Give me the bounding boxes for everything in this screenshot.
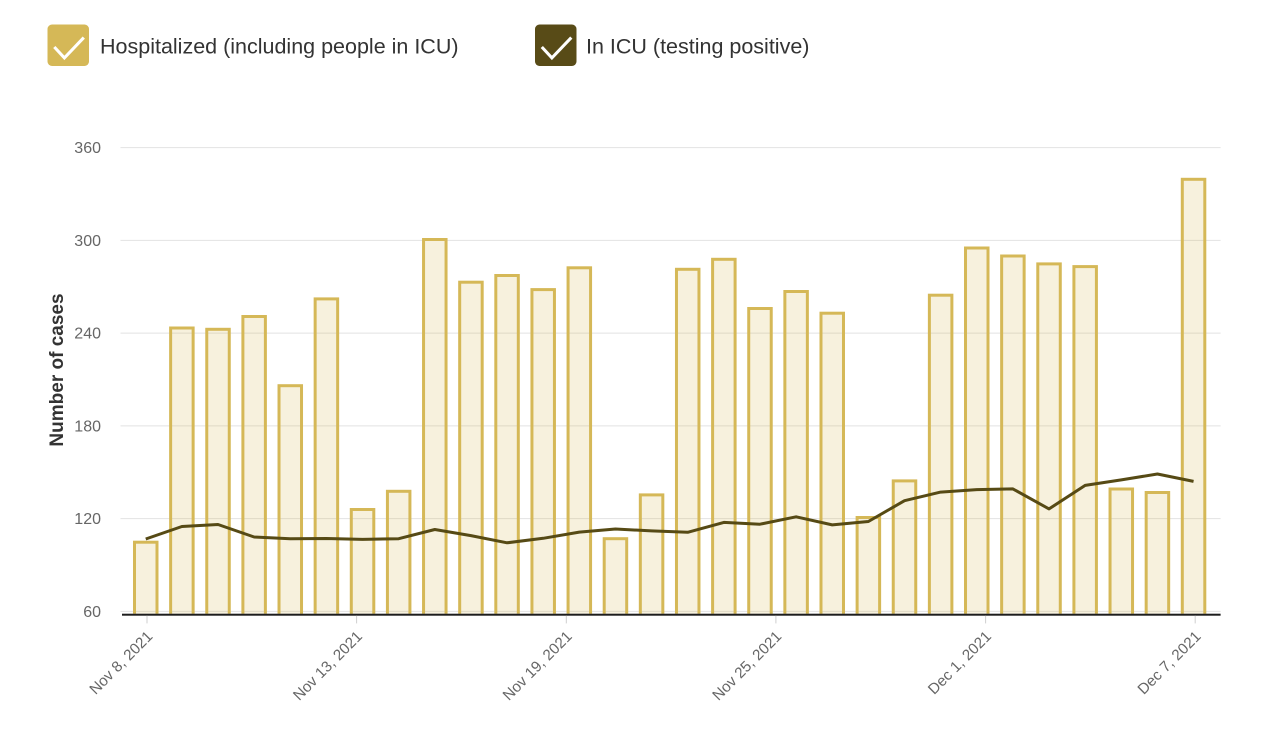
svg-text:360: 360: [74, 140, 101, 157]
svg-text:120: 120: [74, 511, 101, 528]
svg-text:300: 300: [74, 233, 101, 250]
svg-text:In ICU (testing positive): In ICU (testing positive): [586, 35, 809, 59]
svg-text:180: 180: [74, 418, 101, 435]
svg-text:60: 60: [83, 604, 101, 621]
svg-text:Number of cases: Number of cases: [47, 293, 68, 446]
svg-text:240: 240: [74, 326, 101, 343]
svg-text:Hospitalized (including people: Hospitalized (including people in ICU): [100, 35, 459, 59]
